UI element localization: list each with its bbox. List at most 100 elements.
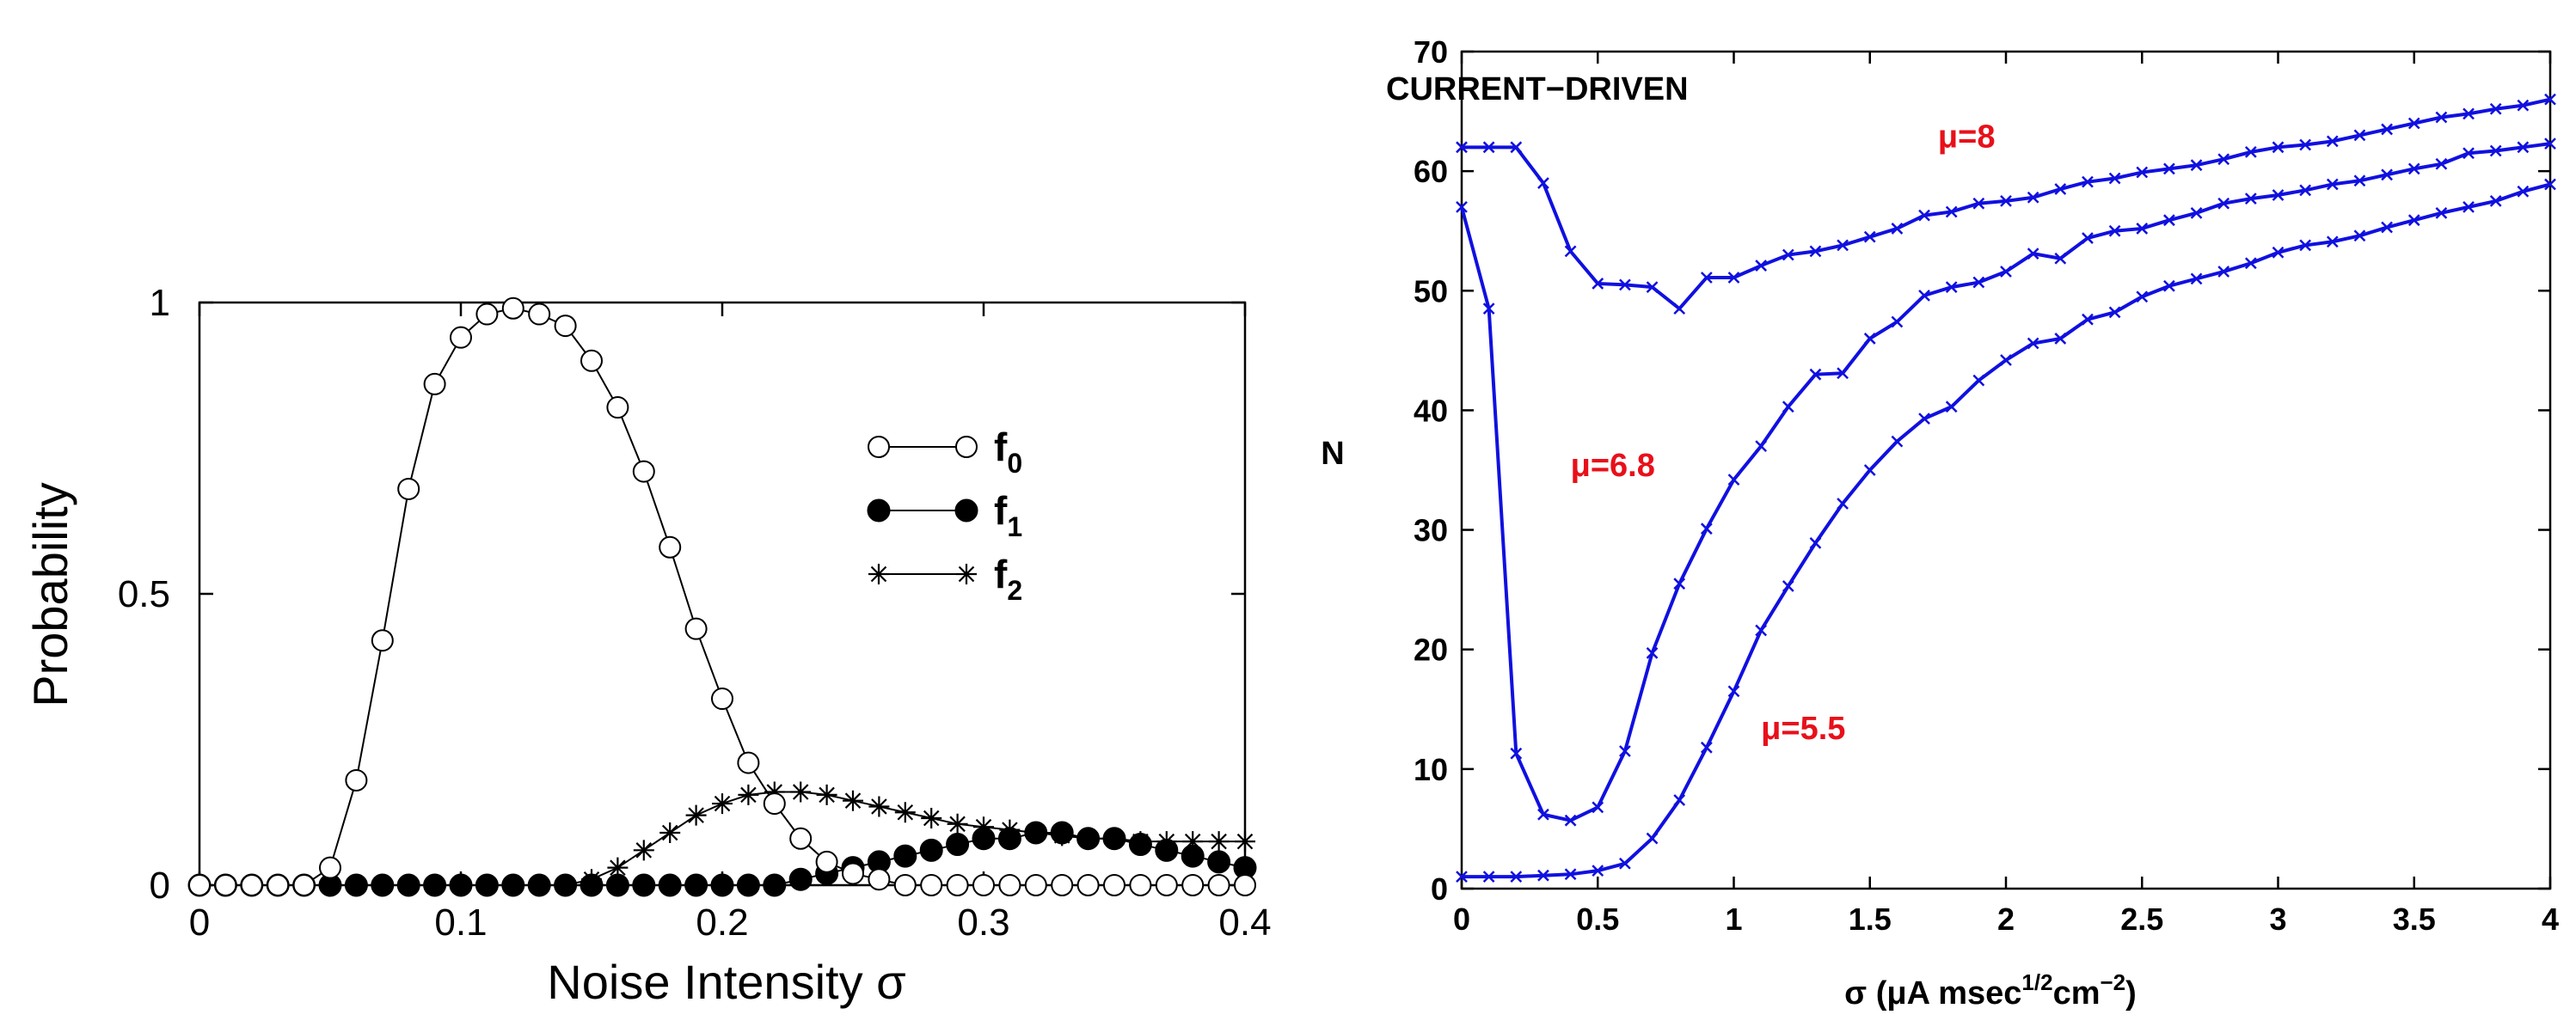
right-data-point [2489, 144, 2502, 157]
right-series-0 [1456, 93, 2556, 315]
left-y-axis-label: Probability [23, 482, 77, 706]
legend-marker [954, 498, 978, 523]
legend-label: f2 [994, 552, 1022, 606]
legend-entry-f2: f2 [868, 552, 1022, 606]
right-x-axis-label: σ (μA msec1/2cm−2) [1844, 969, 2137, 1012]
right-data-point [1755, 260, 1768, 272]
left-data-point [1103, 874, 1125, 896]
right-data-point [2299, 239, 2312, 252]
right-data-point [2544, 138, 2556, 150]
left-data-point [188, 874, 211, 896]
left-data-point [1182, 831, 1204, 853]
left-data-point [450, 326, 472, 349]
right-data-point [1837, 367, 1849, 380]
left-data-point [632, 460, 655, 483]
right-data-point [2463, 107, 2475, 120]
right-data-point [1537, 177, 1549, 189]
right-data-point [1755, 624, 1768, 637]
left-data-point [659, 535, 682, 559]
right-data-point [1945, 400, 1958, 413]
right-data-point [1755, 440, 1768, 453]
right-data-point [2000, 266, 2012, 278]
left-data-point [1129, 874, 1152, 896]
right-data-point [1646, 647, 1659, 659]
right-data-point [1700, 741, 1713, 754]
left-data-point [736, 873, 760, 897]
right-data-point [1945, 205, 1958, 218]
right-data-point [1673, 303, 1686, 315]
right-data-point [2163, 279, 2175, 292]
left-data-point [554, 873, 578, 897]
right-data-point [1646, 832, 1659, 845]
left-data-point [868, 796, 890, 817]
left-data-point [711, 688, 733, 711]
left-data-point [1235, 831, 1255, 853]
series-annotation: μ=6.8 [1571, 448, 1655, 484]
right-data-point [1537, 869, 1549, 882]
series-annotation: μ=8 [1938, 119, 1996, 155]
left-data-point [893, 844, 917, 868]
left-data-point [267, 874, 290, 896]
left-data-point [894, 802, 916, 823]
left-x-tick-label: 0.3 [957, 902, 1009, 944]
right-y-tick-label: 40 [1414, 393, 1448, 428]
left-data-point [528, 303, 551, 326]
right-data-point [1510, 871, 1523, 883]
left-x-tick-label: 0.1 [434, 902, 487, 944]
right-series-2 [1456, 178, 2556, 883]
legend-marker [955, 436, 978, 458]
left-data-point [972, 827, 996, 851]
right-data-point [1891, 435, 1904, 448]
right-data-point [1727, 272, 1740, 284]
legend-entry-f0: f0 [868, 425, 1022, 479]
right-data-point [1700, 523, 1713, 535]
right-data-point [1809, 368, 1822, 381]
right-data-point [2544, 178, 2556, 191]
right-data-point [2217, 266, 2230, 278]
right-chart-title: CURRENT−DRIVEN [1386, 71, 1689, 107]
left-data-point [1076, 874, 1100, 896]
left-data-point [1155, 874, 1178, 896]
left-data-point [684, 617, 708, 640]
left-data-point [344, 873, 368, 897]
probability-chart: 0 0.1 0.2 0.3 0.4 0 0.5 1 f0 f1 f2 Noise Intensit… [23, 282, 1272, 1009]
right-data-point [2272, 246, 2285, 259]
right-data-point [2217, 197, 2230, 210]
right-data-point [2299, 138, 2312, 151]
left-data-point [1208, 831, 1230, 853]
right-data-point [1673, 794, 1686, 806]
left-data-point [475, 873, 499, 897]
right-data-point [2435, 206, 2448, 219]
right-x-tick-label: 1.5 [1849, 902, 1892, 937]
right-data-point [1482, 303, 1495, 315]
right-series-line [1462, 182, 2551, 879]
left-data-point [396, 873, 420, 897]
right-data-point [2381, 221, 2393, 234]
right-data-point [1456, 871, 1468, 883]
right-data-point [1456, 201, 1468, 213]
left-y-tick-label: 0 [150, 865, 170, 907]
right-data-point [2517, 99, 2530, 112]
right-data-point [1482, 141, 1495, 154]
right-data-point [2136, 166, 2149, 179]
right-data-point [2000, 354, 2012, 366]
left-data-point [712, 793, 733, 815]
right-data-point [1619, 278, 1631, 291]
left-series-f0 [188, 296, 1256, 896]
right-data-point [1619, 745, 1631, 757]
right-data-point [1564, 245, 1577, 258]
left-data-point [843, 790, 863, 811]
left-data-point [632, 873, 656, 897]
left-data-point [947, 813, 968, 834]
left-data-point [371, 873, 395, 897]
left-data-point [893, 874, 917, 896]
left-data-point [580, 349, 603, 372]
right-data-point [1782, 400, 1794, 413]
right-y-tick-label: 0 [1431, 871, 1448, 907]
left-data-point [685, 804, 707, 826]
left-data-point [423, 873, 447, 897]
left-data-point [1024, 874, 1047, 896]
right-data-point [2163, 214, 2175, 227]
right-data-point [2272, 141, 2285, 154]
legend-marker [956, 564, 977, 584]
